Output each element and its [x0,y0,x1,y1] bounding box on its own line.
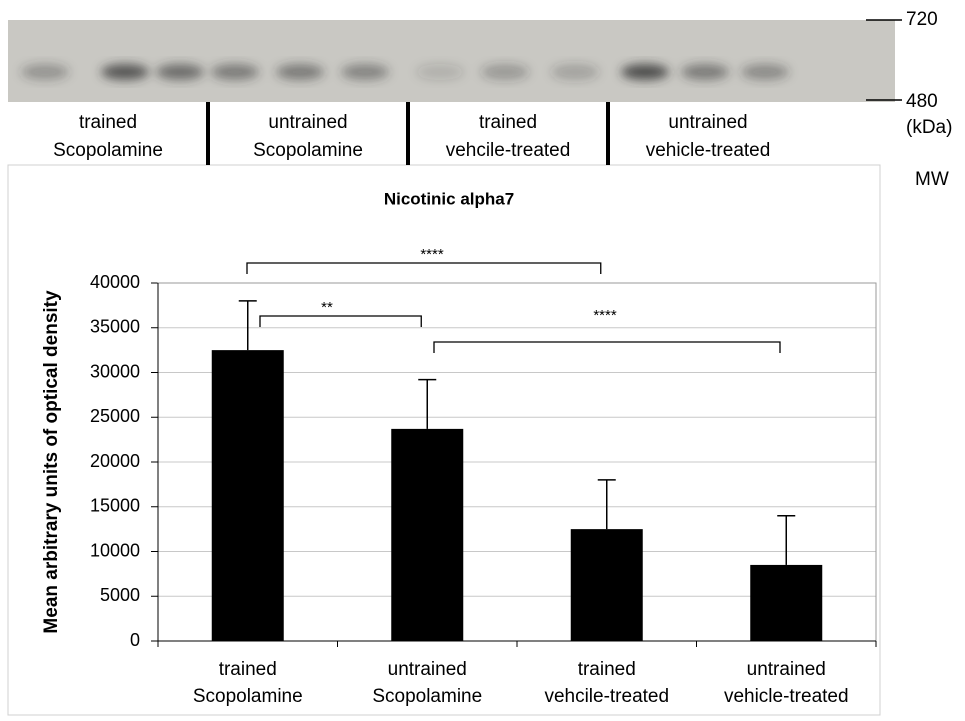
blot-band [416,64,464,80]
y-tick-label: 40000 [90,272,140,292]
blot-band [101,64,149,80]
blot-image [8,20,895,102]
y-tick-label: 0 [130,630,140,650]
significance-label: ** [321,299,333,316]
lane-label: untrained [268,112,347,133]
x-tick-label: trained [219,659,277,680]
x-tick-label: untrained [747,659,826,680]
y-tick-label: 30000 [90,361,140,381]
bar [750,565,822,641]
x-tick-label: trained [578,659,636,680]
bar [212,350,284,641]
x-tick-label: vehcile-treated [544,686,669,707]
lane-label: Scopolamine [253,140,363,161]
x-tick-label: vehicle-treated [724,686,849,707]
significance-label: **** [593,307,617,324]
blot-band [621,64,669,80]
lane-label: vehicle-treated [646,140,771,161]
blot-band [211,64,259,80]
blot-band [551,64,599,80]
blot-axis-label: MW [915,169,949,190]
y-axis-label: Mean arbitrary units of optical density [41,290,62,634]
page: {"blot": { "lanes": [["trained", "Scopol… [0,0,965,716]
x-tick-label: Scopolamine [372,686,482,707]
lane-label: untrained [668,112,747,133]
blot-band [276,64,324,80]
x-tick-label: Scopolamine [193,686,303,707]
blot-band [341,64,389,80]
y-tick-label: 10000 [90,540,140,560]
blot-band [681,64,729,80]
y-tick-label: 15000 [90,496,140,516]
x-tick-label: untrained [388,659,467,680]
lane-label: Scopolamine [53,140,163,161]
blot-unit: (kDa) [906,117,952,138]
bar [571,529,643,641]
marker-label: 480 [906,91,938,112]
blot-band [741,64,789,80]
bar [391,429,463,641]
marker-label: 720 [906,9,938,30]
blot-band [481,64,529,80]
blot-band [21,64,69,80]
figure: Nicotinic alpha7 Mean arbitrary units of… [0,0,965,716]
y-tick-label: 20000 [90,451,140,471]
lane-label: trained [479,112,537,133]
y-tick-label: 35000 [90,317,140,337]
lane-label: vehcile-treated [446,140,571,161]
chart-title: Nicotinic alpha7 [384,189,514,208]
significance-label: **** [420,246,444,263]
y-tick-label: 5000 [100,585,140,605]
lane-label: trained [79,112,137,133]
y-tick-label: 25000 [90,406,140,426]
blot-band [156,64,204,80]
